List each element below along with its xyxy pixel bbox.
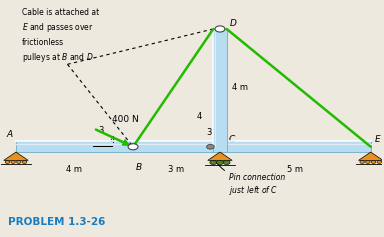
Polygon shape [208,152,232,160]
Circle shape [5,161,10,164]
Text: Pin connection
just left of $C$: Pin connection just left of $C$ [212,158,286,197]
Text: 3 m: 3 m [169,165,185,174]
Text: $D$: $D$ [228,17,237,28]
Text: $C$: $C$ [228,133,237,144]
Text: PROBLEM 1.3-26: PROBLEM 1.3-26 [8,217,106,227]
Circle shape [22,161,27,164]
Text: Cable is attached at
$E$ and passes over
frictionless
pulleys at $B$ and $D$: Cable is attached at $E$ and passes over… [22,8,99,64]
Circle shape [128,144,138,150]
Circle shape [207,144,214,149]
FancyBboxPatch shape [16,141,371,152]
Text: $B$: $B$ [135,161,142,173]
Text: 4 m: 4 m [232,83,248,92]
Polygon shape [359,152,383,160]
Polygon shape [4,152,28,160]
Circle shape [215,26,225,32]
Circle shape [360,161,364,164]
Text: $E$: $E$ [374,133,381,144]
Text: 3: 3 [98,126,103,135]
Circle shape [210,160,217,165]
Text: 3: 3 [206,128,211,137]
Circle shape [371,161,376,164]
Text: 400 N: 400 N [112,115,139,124]
Circle shape [377,161,382,164]
Text: A: A [6,130,12,139]
FancyBboxPatch shape [213,29,227,152]
Circle shape [223,160,230,165]
Text: 5 m: 5 m [287,165,303,174]
Circle shape [366,161,370,164]
Text: 4: 4 [109,136,115,145]
Circle shape [217,160,223,165]
Circle shape [11,161,15,164]
Text: 4: 4 [196,112,202,121]
Circle shape [17,161,21,164]
Text: 4 m: 4 m [66,165,83,174]
